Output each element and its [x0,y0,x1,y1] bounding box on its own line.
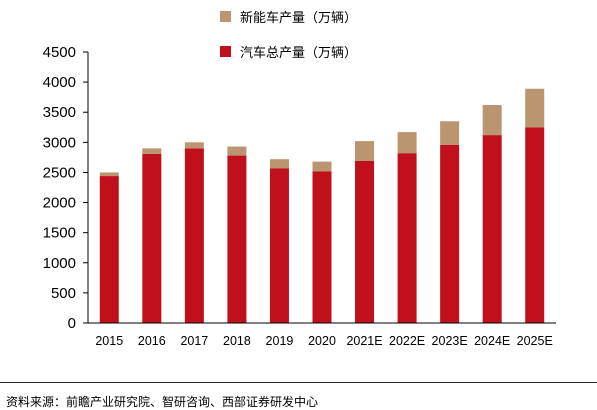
bar-total-production [312,171,332,323]
bar-nev-production [269,159,289,169]
bar-nev-production [525,88,545,128]
x-tick-label: 2017 [180,334,208,348]
bar-nev-production [355,141,375,162]
x-tick-label: 2025E [517,334,553,348]
bar-total-production [99,176,119,323]
y-tick-label: 3500 [43,104,76,121]
y-tick-label: 3000 [43,134,76,151]
x-tick-label: 2019 [266,334,294,348]
y-tick-label: 1000 [43,255,76,272]
legend-swatch [220,46,231,57]
x-tick-label: 2021E [346,334,382,348]
x-tick-label: 2024E [474,334,510,348]
bar-nev-production [440,121,460,145]
bar-nev-production [142,148,162,154]
bar-nev-production [312,161,332,172]
x-tick-label: 2016 [138,334,166,348]
bar-nev-production [184,142,204,149]
bar-nev-production [99,172,119,177]
legend-swatch [220,11,231,22]
y-tick-label: 2000 [43,195,76,212]
x-tick-label: 2018 [223,334,251,348]
x-tick-label: 2020 [308,334,336,348]
y-tick-label: 1500 [43,225,76,242]
bar-total-production [142,153,162,323]
bar-nev-production [227,146,247,156]
y-tick-label: 2500 [43,164,76,181]
legend-label: 汽车总产量（万辆） [240,45,357,61]
bars [99,88,545,324]
stacked-bar-chart: 新能车产量（万辆） 汽车总产量（万辆） 0 500 1000 1500 2000 2500 3… [43,10,556,348]
x-tick-label: 2022E [389,334,425,348]
bar-total-production [397,153,417,323]
y-tick-label: 4000 [43,74,76,91]
bar-total-production [440,144,460,323]
source-note: 资料来源：前瞻产业研究院、智研咨询、西部证券研发中心 [6,395,319,409]
legend-label: 新能车产量（万辆） [240,10,357,26]
y-axis: 0 500 1000 1500 2000 2500 3000 3500 4000 4500 [43,44,89,332]
bar-total-production [269,168,289,323]
y-tick-label: 0 [68,315,76,332]
bar-total-production [482,135,502,323]
legend: 新能车产量（万辆） 汽车总产量（万辆） [220,10,357,61]
y-tick-label: 500 [51,285,76,302]
source-divider [0,382,597,383]
bar-nev-production [397,132,417,154]
bar-nev-production [482,104,502,136]
x-tick-label: 2015 [95,334,123,348]
x-axis: 2015 2016 2017 2018 2019 2020 2021E 2022E 2023E 2… [88,322,556,348]
bar-total-production [184,148,204,323]
y-tick-label: 4500 [43,44,76,61]
bar-total-production [355,161,375,323]
bar-total-production [227,155,247,323]
bar-total-production [525,127,545,324]
x-tick-label: 2023E [432,334,468,348]
